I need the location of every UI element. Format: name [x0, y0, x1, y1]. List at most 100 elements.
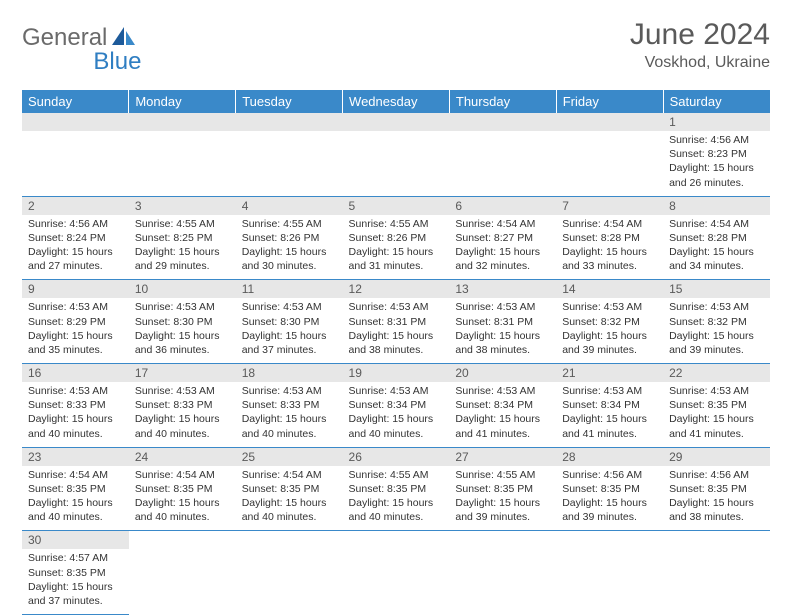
daylight-text-2: and 38 minutes.: [349, 343, 444, 357]
sunset-text: Sunset: 8:26 PM: [349, 231, 444, 245]
sunrise-text: Sunrise: 4:53 AM: [562, 300, 657, 314]
sunset-text: Sunset: 8:33 PM: [135, 398, 230, 412]
daylight-text-2: and 32 minutes.: [455, 259, 550, 273]
daylight-text-2: and 39 minutes.: [669, 343, 764, 357]
day-number-cell: 5: [343, 196, 450, 215]
daylight-text-2: and 34 minutes.: [669, 259, 764, 273]
day-detail-cell: Sunrise: 4:53 AMSunset: 8:30 PMDaylight:…: [236, 298, 343, 363]
day-number-cell: 18: [236, 364, 343, 383]
daylight-text-2: and 38 minutes.: [669, 510, 764, 524]
day-detail-cell: [449, 131, 556, 196]
day-detail-cell: Sunrise: 4:54 AMSunset: 8:35 PMDaylight:…: [236, 466, 343, 531]
sunrise-text: Sunrise: 4:53 AM: [135, 384, 230, 398]
day-header: Wednesday: [343, 90, 450, 113]
day-number-cell: 10: [129, 280, 236, 299]
day-number-cell: [343, 531, 450, 550]
week-detail-row: Sunrise: 4:53 AMSunset: 8:33 PMDaylight:…: [22, 382, 770, 447]
day-number-cell: [449, 113, 556, 131]
day-detail-cell: Sunrise: 4:54 AMSunset: 8:27 PMDaylight:…: [449, 215, 556, 280]
sunrise-text: Sunrise: 4:57 AM: [28, 551, 123, 565]
sunrise-text: Sunrise: 4:53 AM: [349, 300, 444, 314]
day-detail-cell: Sunrise: 4:53 AMSunset: 8:34 PMDaylight:…: [449, 382, 556, 447]
sunset-text: Sunset: 8:30 PM: [135, 315, 230, 329]
sunset-text: Sunset: 8:28 PM: [669, 231, 764, 245]
day-detail-cell: Sunrise: 4:55 AMSunset: 8:35 PMDaylight:…: [449, 466, 556, 531]
week-detail-row: Sunrise: 4:56 AMSunset: 8:23 PMDaylight:…: [22, 131, 770, 196]
daylight-text-2: and 40 minutes.: [135, 427, 230, 441]
sunrise-text: Sunrise: 4:54 AM: [242, 468, 337, 482]
day-number-cell: 6: [449, 196, 556, 215]
daylight-text-1: Daylight: 15 hours: [349, 496, 444, 510]
sunset-text: Sunset: 8:27 PM: [455, 231, 550, 245]
daylight-text-1: Daylight: 15 hours: [349, 412, 444, 426]
sunset-text: Sunset: 8:32 PM: [562, 315, 657, 329]
week-daynum-row: 2345678: [22, 196, 770, 215]
day-number-cell: 24: [129, 447, 236, 466]
sunset-text: Sunset: 8:26 PM: [242, 231, 337, 245]
day-detail-cell: Sunrise: 4:56 AMSunset: 8:35 PMDaylight:…: [663, 466, 770, 531]
day-number-cell: 4: [236, 196, 343, 215]
week-detail-row: Sunrise: 4:57 AMSunset: 8:35 PMDaylight:…: [22, 549, 770, 614]
calendar-header-row: SundayMondayTuesdayWednesdayThursdayFrid…: [22, 90, 770, 113]
daylight-text-2: and 37 minutes.: [28, 594, 123, 608]
day-number-cell: 23: [22, 447, 129, 466]
day-header: Tuesday: [236, 90, 343, 113]
daylight-text-1: Daylight: 15 hours: [135, 329, 230, 343]
sunset-text: Sunset: 8:35 PM: [28, 566, 123, 580]
sunrise-text: Sunrise: 4:53 AM: [455, 300, 550, 314]
day-number-cell: 25: [236, 447, 343, 466]
day-number-cell: 14: [556, 280, 663, 299]
day-header: Sunday: [22, 90, 129, 113]
sunrise-text: Sunrise: 4:55 AM: [349, 468, 444, 482]
sunrise-text: Sunrise: 4:56 AM: [669, 468, 764, 482]
day-number-cell: 11: [236, 280, 343, 299]
sunset-text: Sunset: 8:35 PM: [562, 482, 657, 496]
day-detail-cell: [236, 131, 343, 196]
sunrise-text: Sunrise: 4:55 AM: [455, 468, 550, 482]
day-number-cell: [663, 531, 770, 550]
day-detail-cell: Sunrise: 4:54 AMSunset: 8:28 PMDaylight:…: [663, 215, 770, 280]
day-number-cell: [343, 113, 450, 131]
week-daynum-row: 9101112131415: [22, 280, 770, 299]
day-header: Monday: [129, 90, 236, 113]
daylight-text-2: and 40 minutes.: [28, 427, 123, 441]
daylight-text-2: and 33 minutes.: [562, 259, 657, 273]
daylight-text-1: Daylight: 15 hours: [669, 496, 764, 510]
daylight-text-1: Daylight: 15 hours: [455, 329, 550, 343]
day-detail-cell: Sunrise: 4:57 AMSunset: 8:35 PMDaylight:…: [22, 549, 129, 614]
location: Voskhod, Ukraine: [630, 54, 770, 72]
sunrise-text: Sunrise: 4:53 AM: [28, 300, 123, 314]
day-header: Saturday: [663, 90, 770, 113]
sunrise-text: Sunrise: 4:53 AM: [135, 300, 230, 314]
daylight-text-1: Daylight: 15 hours: [135, 496, 230, 510]
daylight-text-1: Daylight: 15 hours: [669, 412, 764, 426]
day-number-cell: 9: [22, 280, 129, 299]
daylight-text-1: Daylight: 15 hours: [135, 412, 230, 426]
daylight-text-1: Daylight: 15 hours: [562, 245, 657, 259]
day-number-cell: 2: [22, 196, 129, 215]
sunrise-text: Sunrise: 4:53 AM: [562, 384, 657, 398]
sunset-text: Sunset: 8:24 PM: [28, 231, 123, 245]
sunset-text: Sunset: 8:35 PM: [135, 482, 230, 496]
daylight-text-1: Daylight: 15 hours: [349, 245, 444, 259]
day-number-cell: 3: [129, 196, 236, 215]
daylight-text-1: Daylight: 15 hours: [349, 329, 444, 343]
week-daynum-row: 16171819202122: [22, 364, 770, 383]
day-number-cell: [556, 113, 663, 131]
day-number-cell: 29: [663, 447, 770, 466]
day-detail-cell: Sunrise: 4:53 AMSunset: 8:29 PMDaylight:…: [22, 298, 129, 363]
sunset-text: Sunset: 8:23 PM: [669, 147, 764, 161]
day-header: Friday: [556, 90, 663, 113]
daylight-text-2: and 39 minutes.: [562, 343, 657, 357]
day-detail-cell: [663, 549, 770, 614]
daylight-text-1: Daylight: 15 hours: [28, 329, 123, 343]
daylight-text-1: Daylight: 15 hours: [28, 496, 123, 510]
sunset-text: Sunset: 8:34 PM: [349, 398, 444, 412]
week-detail-row: Sunrise: 4:53 AMSunset: 8:29 PMDaylight:…: [22, 298, 770, 363]
day-number-cell: 16: [22, 364, 129, 383]
day-number-cell: 22: [663, 364, 770, 383]
day-detail-cell: Sunrise: 4:53 AMSunset: 8:31 PMDaylight:…: [343, 298, 450, 363]
day-number-cell: [236, 113, 343, 131]
sunrise-text: Sunrise: 4:54 AM: [28, 468, 123, 482]
sunset-text: Sunset: 8:31 PM: [455, 315, 550, 329]
